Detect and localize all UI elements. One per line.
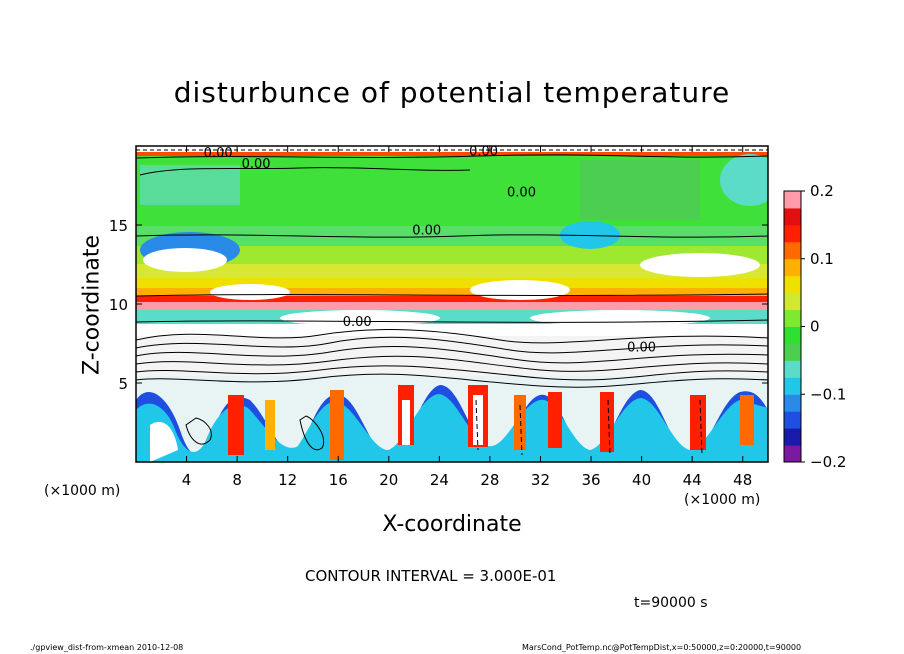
field-band xyxy=(136,264,768,278)
field-band xyxy=(140,165,240,205)
footer-script-info: ./gpview_dist-from-xmean 2010-12-08 xyxy=(30,643,184,652)
colorbar-segment xyxy=(784,428,801,446)
x-tick-label: 12 xyxy=(278,471,297,489)
footer-data-source: MarsCond_PotTemp.nc@PotTempDist,x=0:5000… xyxy=(522,643,802,652)
x-tick-label: 32 xyxy=(531,471,550,489)
x-tick-label: 48 xyxy=(733,471,752,489)
x-axis-unit-right: (×1000 m) xyxy=(684,492,761,508)
plume-core xyxy=(740,395,754,445)
x-tick-label: 4 xyxy=(182,471,192,489)
field-band xyxy=(136,246,768,264)
field-band xyxy=(580,160,700,220)
x-tick-label: 44 xyxy=(683,471,702,489)
chart-title: disturbunce of potential temperature xyxy=(173,76,731,109)
colorbar-segment xyxy=(784,224,801,243)
y-tick-marks: 5 10 15 xyxy=(109,217,768,393)
x-tick-label: 28 xyxy=(480,471,499,489)
field-band xyxy=(136,152,768,156)
contour-lines xyxy=(136,149,768,456)
colorbar-segment xyxy=(784,241,801,260)
colorbar-segment xyxy=(784,258,801,277)
contour-label: 0.00 xyxy=(469,144,498,159)
plume-core xyxy=(228,395,244,455)
x-tick-label: 40 xyxy=(632,471,651,489)
field-band xyxy=(136,288,768,296)
colorbar-segment xyxy=(784,309,801,327)
plume-core xyxy=(330,390,344,460)
colorbar-tick-label: 0.2 xyxy=(810,182,834,200)
y-tick-label: 10 xyxy=(109,296,128,314)
field-band xyxy=(136,278,768,288)
colorbar-segment xyxy=(784,326,801,344)
field-patch xyxy=(210,284,290,300)
plume-field xyxy=(150,421,178,462)
colorbar-tick-label: −0.1 xyxy=(810,385,846,403)
field-band xyxy=(136,302,768,310)
x-tick-label: 24 xyxy=(430,471,449,489)
x-tick-label: 16 xyxy=(329,471,348,489)
colorbar-segment xyxy=(784,377,801,395)
x-tick-label: 36 xyxy=(581,471,600,489)
plume-core xyxy=(690,395,706,450)
contour-label: 0.00 xyxy=(343,315,372,330)
colorbar-segment xyxy=(784,445,801,463)
contour-label: 0.00 xyxy=(242,157,271,172)
contour-label: 0.00 xyxy=(507,186,536,201)
colorbar-segment xyxy=(784,191,801,209)
plume-core xyxy=(514,395,526,450)
colorbar-segment xyxy=(784,292,801,311)
colorbar: 0.2 0.1 0 −0.1 −0.2 xyxy=(783,182,846,471)
plume-core xyxy=(402,400,410,445)
plot-area xyxy=(136,146,768,462)
colorbar-segment xyxy=(784,275,801,294)
colorbar-segment xyxy=(784,411,801,429)
contour-label: 0.00 xyxy=(627,340,656,355)
y-tick-label: 5 xyxy=(118,375,128,393)
plume-core xyxy=(473,395,483,445)
x-tick-label: 20 xyxy=(379,471,398,489)
x-tick-label: 8 xyxy=(232,471,242,489)
field-patch xyxy=(560,221,620,249)
colorbar-tick-label: −0.2 xyxy=(810,453,846,471)
colorbar-segment xyxy=(784,394,801,412)
contour-label: 0.00 xyxy=(412,223,441,238)
colorbar-segment xyxy=(784,360,801,378)
plume-core xyxy=(600,392,614,452)
colorbar-segment xyxy=(784,343,801,361)
field-patch xyxy=(720,154,768,206)
field-patch xyxy=(640,253,760,277)
field-band xyxy=(136,146,768,152)
plume-core xyxy=(265,400,275,450)
field-patch xyxy=(470,280,570,300)
colorbar-tick-label: 0.1 xyxy=(810,250,834,268)
y-tick-label: 15 xyxy=(109,217,128,235)
x-axis-label: X-coordinate xyxy=(382,512,522,537)
field-band xyxy=(136,296,768,302)
field-patch xyxy=(143,248,227,272)
field-band xyxy=(136,324,768,336)
contour-interval-note: CONTOUR INTERVAL = 3.000E-01 xyxy=(305,567,557,585)
y-axis-label: Z-coordinate xyxy=(79,235,105,375)
contour-label: 0.00 xyxy=(204,146,233,161)
contour-labels: 0.00 0.00 0.00 0.00 0.00 0.00 0.00 xyxy=(204,144,656,355)
colorbar-segment xyxy=(784,207,801,226)
x-tick-marks: 4 8 12 16 20 24 28 32 36 40 44 48 xyxy=(182,146,752,489)
x-axis-unit-left: (×1000 m) xyxy=(44,483,121,499)
colorbar-tick-label: 0 xyxy=(810,318,820,336)
field-patch xyxy=(530,310,710,326)
plume-core xyxy=(548,392,562,448)
time-label: t=90000 s xyxy=(634,595,708,611)
